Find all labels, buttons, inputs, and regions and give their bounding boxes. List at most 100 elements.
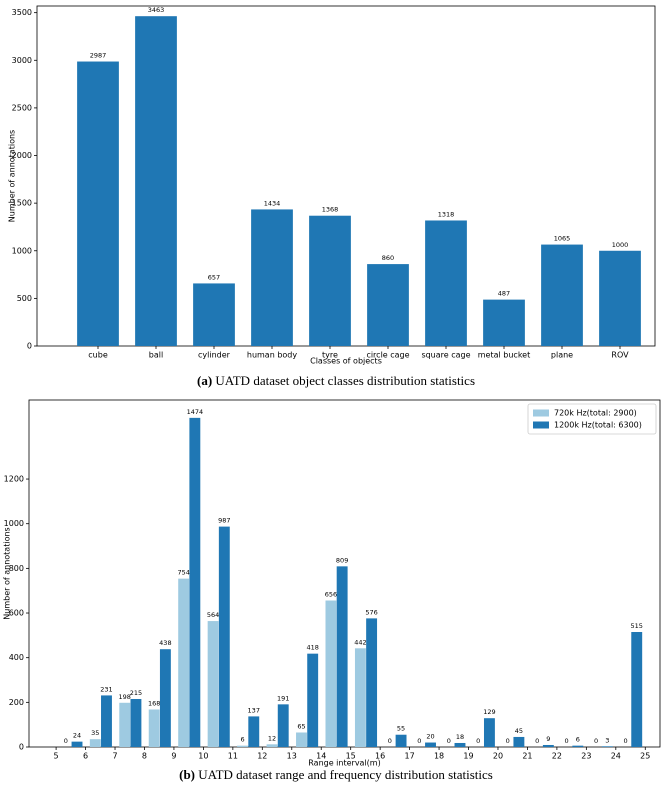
value-label: 35 — [91, 729, 99, 737]
value-label: 0 — [623, 737, 627, 745]
caption-label: (b) — [179, 767, 195, 782]
value-label: 1065 — [554, 235, 571, 243]
legend-label: 720k Hz(total: 2900) — [554, 409, 637, 418]
x-tick-label: 13 — [287, 752, 297, 761]
y-tick-label: 0 — [27, 342, 32, 351]
bar — [277, 704, 289, 747]
y-tick-label: 200 — [9, 698, 24, 707]
value-label: 20 — [426, 733, 434, 741]
value-label: 0 — [476, 737, 480, 745]
x-tick-label: 20 — [493, 752, 503, 761]
value-label: 487 — [498, 290, 510, 298]
x-tick-label: 7 — [112, 752, 117, 761]
x-tick-label: 16 — [375, 752, 385, 761]
bar — [513, 736, 525, 747]
bar — [237, 745, 249, 747]
bar — [89, 739, 101, 747]
y-tick-label: 3500 — [12, 8, 32, 17]
y-tick-label: 1000 — [4, 519, 24, 528]
x-tick-label: 18 — [434, 752, 444, 761]
bar — [541, 244, 583, 346]
value-label: 0 — [594, 737, 598, 745]
x-tick-label: 24 — [611, 752, 621, 761]
x-tick-label: ROV — [611, 351, 629, 360]
value-label: 24 — [73, 732, 81, 740]
y-tick-label: 1200 — [4, 475, 24, 484]
value-label: 2987 — [90, 52, 107, 60]
bar — [336, 566, 348, 747]
bar — [325, 600, 337, 747]
y-axis-label: Number of annotations — [8, 130, 17, 222]
bar — [251, 209, 293, 346]
bar — [572, 745, 584, 747]
caption: (a) UATD dataset object classes distribu… — [197, 373, 475, 388]
value-label: 3 — [605, 736, 609, 744]
value-label: 3463 — [148, 6, 165, 14]
x-tick-label: metal bucket — [478, 351, 530, 360]
bar — [599, 250, 641, 346]
x-tick-label: circle cage — [366, 351, 409, 360]
x-axis-label: Classes of objects — [310, 357, 382, 366]
value-label: 1000 — [612, 241, 629, 249]
value-label: 438 — [159, 639, 171, 647]
value-label: 860 — [382, 254, 394, 262]
value-label: 809 — [336, 556, 348, 564]
value-label: 0 — [64, 737, 68, 745]
value-label: 137 — [248, 706, 260, 714]
x-tick-label: 25 — [640, 752, 650, 761]
bar — [119, 702, 131, 747]
bar — [483, 718, 495, 747]
caption: (b) UATD dataset range and frequency dis… — [179, 767, 493, 782]
bar — [354, 648, 366, 747]
x-tick-label: 19 — [463, 752, 473, 761]
y-axis-label: Number of annotations — [3, 527, 12, 619]
legend-swatch — [533, 421, 549, 429]
value-label: 418 — [306, 644, 318, 652]
bar — [207, 621, 219, 747]
value-label: 0 — [506, 737, 510, 745]
bar — [130, 698, 142, 747]
y-tick-label: 0 — [19, 743, 24, 752]
bar — [542, 744, 554, 747]
bar — [601, 746, 613, 747]
legend-box — [527, 403, 657, 435]
y-tick-label: 3000 — [12, 56, 32, 65]
x-tick-label: 6 — [83, 752, 88, 761]
x-tick-label: square cage — [421, 351, 470, 360]
x-tick-label: 17 — [405, 752, 415, 761]
bar — [159, 649, 171, 747]
value-label: 191 — [277, 694, 289, 702]
value-label: 576 — [365, 608, 377, 616]
bar — [425, 742, 436, 747]
value-label: 656 — [325, 591, 337, 599]
bar — [189, 417, 201, 747]
value-label: 12 — [268, 734, 276, 742]
bar — [296, 732, 307, 747]
x-tick-label: tyre — [322, 351, 338, 360]
value-label: 0 — [447, 737, 451, 745]
value-label: 6 — [576, 736, 580, 744]
bar — [309, 215, 351, 346]
value-label: 198 — [119, 693, 131, 701]
x-tick-label: 14 — [316, 752, 326, 761]
value-label: 0 — [565, 737, 569, 745]
value-label: 754 — [177, 569, 189, 577]
bar — [425, 220, 467, 346]
x-tick-label: 5 — [54, 752, 59, 761]
bar — [148, 709, 160, 747]
x-tick-label: plane — [551, 351, 573, 360]
bar — [307, 653, 319, 747]
bar — [193, 283, 235, 346]
value-label: 9 — [546, 735, 550, 743]
legend-swatch — [533, 409, 549, 417]
bar — [631, 632, 643, 747]
value-label: 168 — [148, 699, 160, 707]
x-tick-label: 12 — [257, 752, 267, 761]
x-tick-label: 8 — [142, 752, 147, 761]
bar — [71, 741, 83, 747]
value-label: 0 — [417, 737, 421, 745]
caption-text: UATD dataset object classes distribution… — [215, 373, 475, 388]
y-tick-label: 500 — [17, 294, 32, 303]
bar — [77, 61, 119, 347]
